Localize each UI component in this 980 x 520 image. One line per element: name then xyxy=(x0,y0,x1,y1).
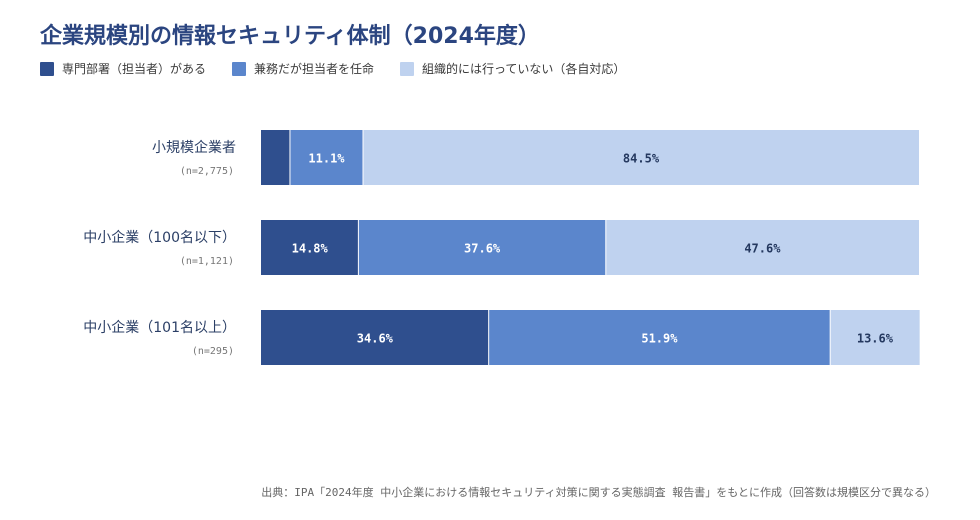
bar-segment xyxy=(605,220,919,275)
category-label: 小規模企業者 xyxy=(152,139,236,156)
legend-label-dedicated: 専門部署（担当者）がある xyxy=(62,62,207,76)
bar-segment xyxy=(830,310,920,365)
bar-segment xyxy=(488,310,831,365)
legend-item-concurrent: 兼務だが担当者を任命 xyxy=(232,60,374,77)
chart-title: 企業規模別の情報セキュリティ体制（2024年度） xyxy=(40,24,540,49)
legend-item-dedicated: 専門部署（担当者）がある xyxy=(40,60,206,77)
bar-segment xyxy=(358,220,606,275)
legend-swatch-none xyxy=(400,61,415,76)
data-label: 37.6% xyxy=(464,242,501,256)
legend-item-none: 組織的には行っていない（各自対応） xyxy=(400,60,625,77)
data-label: 51.9% xyxy=(641,332,678,346)
bar-segment xyxy=(261,130,290,185)
data-label: 34.6% xyxy=(357,332,394,346)
category-label: 中小企業（101名以上） xyxy=(83,319,236,336)
legend-label-none: 組織的には行っていない（各自対応） xyxy=(422,62,626,76)
data-label: 47.6% xyxy=(744,242,781,256)
data-label: 11.1% xyxy=(308,152,345,166)
bar-segment xyxy=(289,130,363,185)
bar-segment xyxy=(362,130,919,185)
category-sample-size: (n=295) xyxy=(192,346,234,357)
bar-segment xyxy=(261,220,359,275)
chart-legend: 専門部署（担当者）がある 兼務だが担当者を任命 組織的には行っていない（各自対応… xyxy=(40,60,625,77)
data-label: 13.6% xyxy=(857,332,894,346)
data-label: 14.8% xyxy=(292,242,329,256)
category-sample-size: (n=2,775) xyxy=(180,166,234,177)
category-sample-size: (n=1,121) xyxy=(180,256,234,267)
data-label: 84.5% xyxy=(623,152,660,166)
legend-label-concurrent: 兼務だが担当者を任命 xyxy=(254,62,375,76)
legend-swatch-concurrent xyxy=(232,61,247,76)
source-note: 出典：IPA「2024年度 中小企業における情報セキュリティ対策に関する実態調査… xyxy=(261,486,936,499)
category-label: 中小企業（100名以下） xyxy=(83,229,236,246)
bar-segment xyxy=(261,310,489,365)
legend-swatch-dedicated xyxy=(40,61,54,76)
